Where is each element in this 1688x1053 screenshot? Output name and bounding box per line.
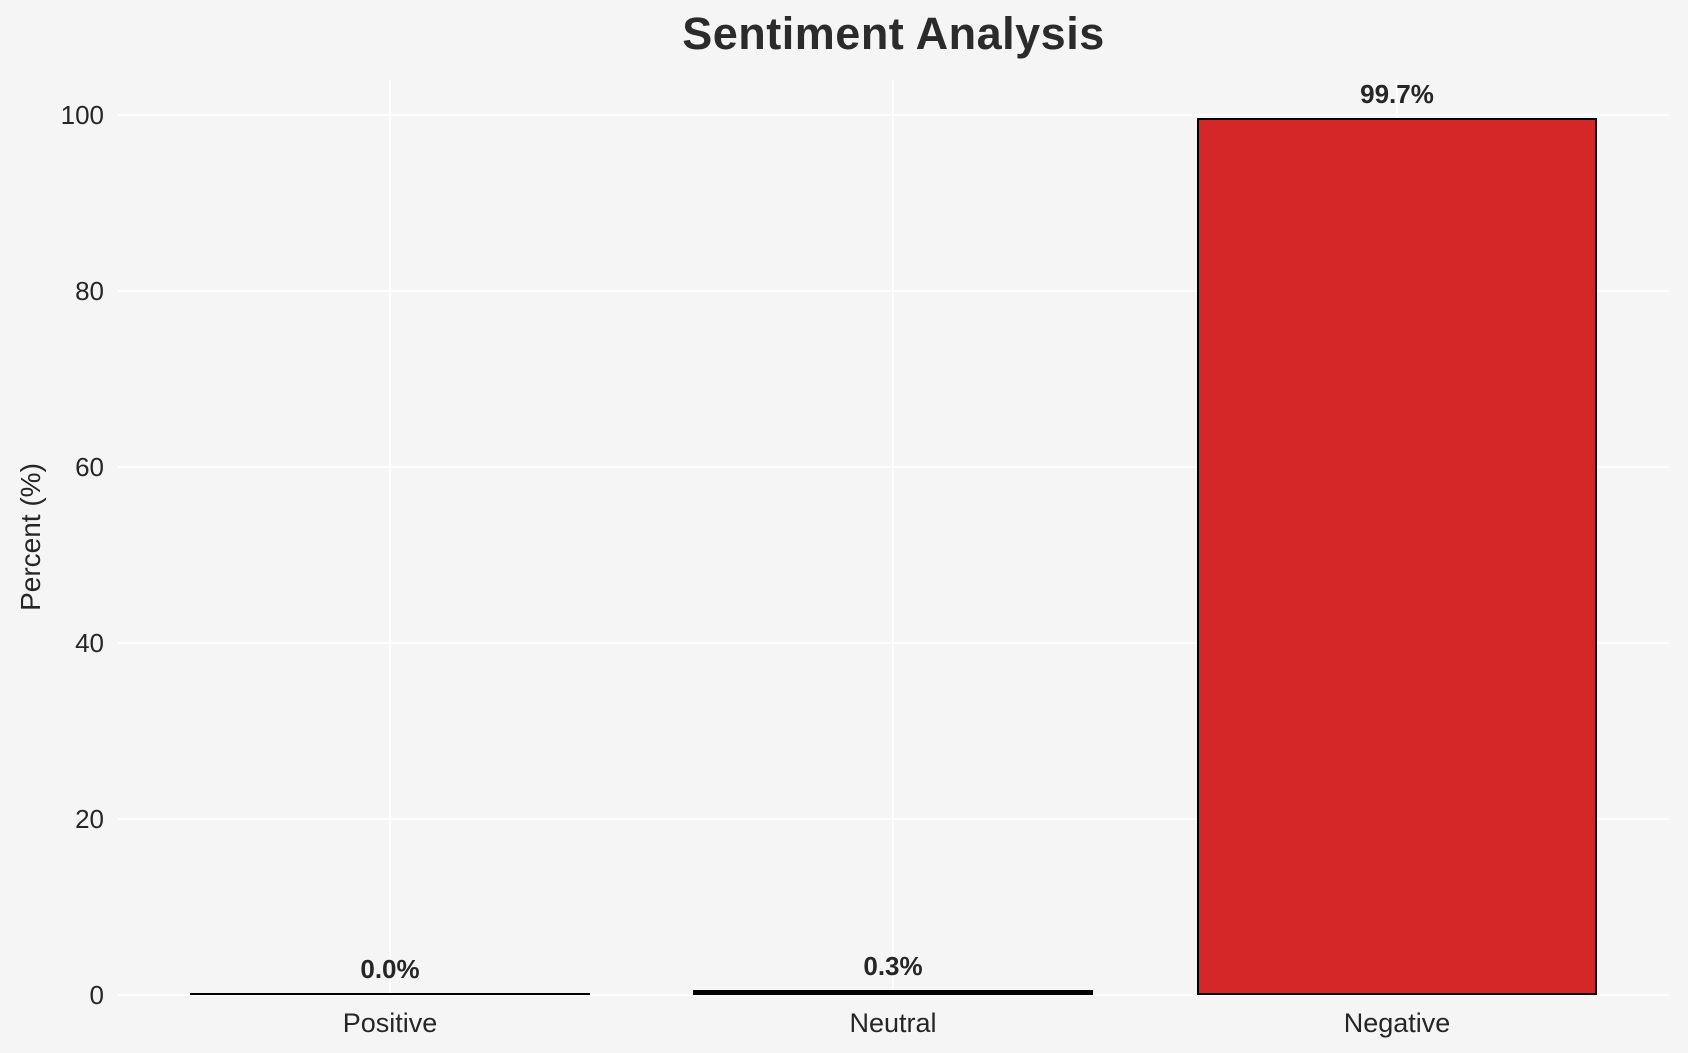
- bar-value-label: 0.3%: [863, 951, 923, 981]
- bar-positive: [190, 993, 590, 995]
- plot-area: 0 20 40 60 80 100 0.0% Positive 0.3% Neutral 99.7%…: [61, 79, 1669, 1038]
- v-gridline: [892, 80, 894, 995]
- bar-negative: [1197, 118, 1597, 995]
- y-tick-label: 100: [60, 100, 104, 130]
- y-tick-label: 20: [75, 804, 104, 834]
- bar-neutral: [693, 990, 1093, 995]
- bar-value-label: 0.0%: [360, 954, 420, 984]
- y-tick-label: 40: [75, 628, 104, 658]
- x-tick-label-positive: Positive: [342, 1008, 438, 1038]
- y-tick-label: 0: [89, 980, 104, 1010]
- v-gridline: [389, 80, 391, 995]
- chart-title: Sentiment Analysis: [682, 8, 1105, 59]
- y-axis-label: Percent (%): [15, 463, 46, 611]
- y-tick-label: 60: [75, 452, 104, 482]
- bar-value-label: 99.7%: [1360, 79, 1434, 109]
- h-gridline: [118, 994, 1669, 996]
- x-tick-label-negative: Negative: [1343, 1008, 1451, 1038]
- y-tick-label: 80: [75, 276, 104, 306]
- x-tick-label-neutral: Neutral: [849, 1008, 937, 1038]
